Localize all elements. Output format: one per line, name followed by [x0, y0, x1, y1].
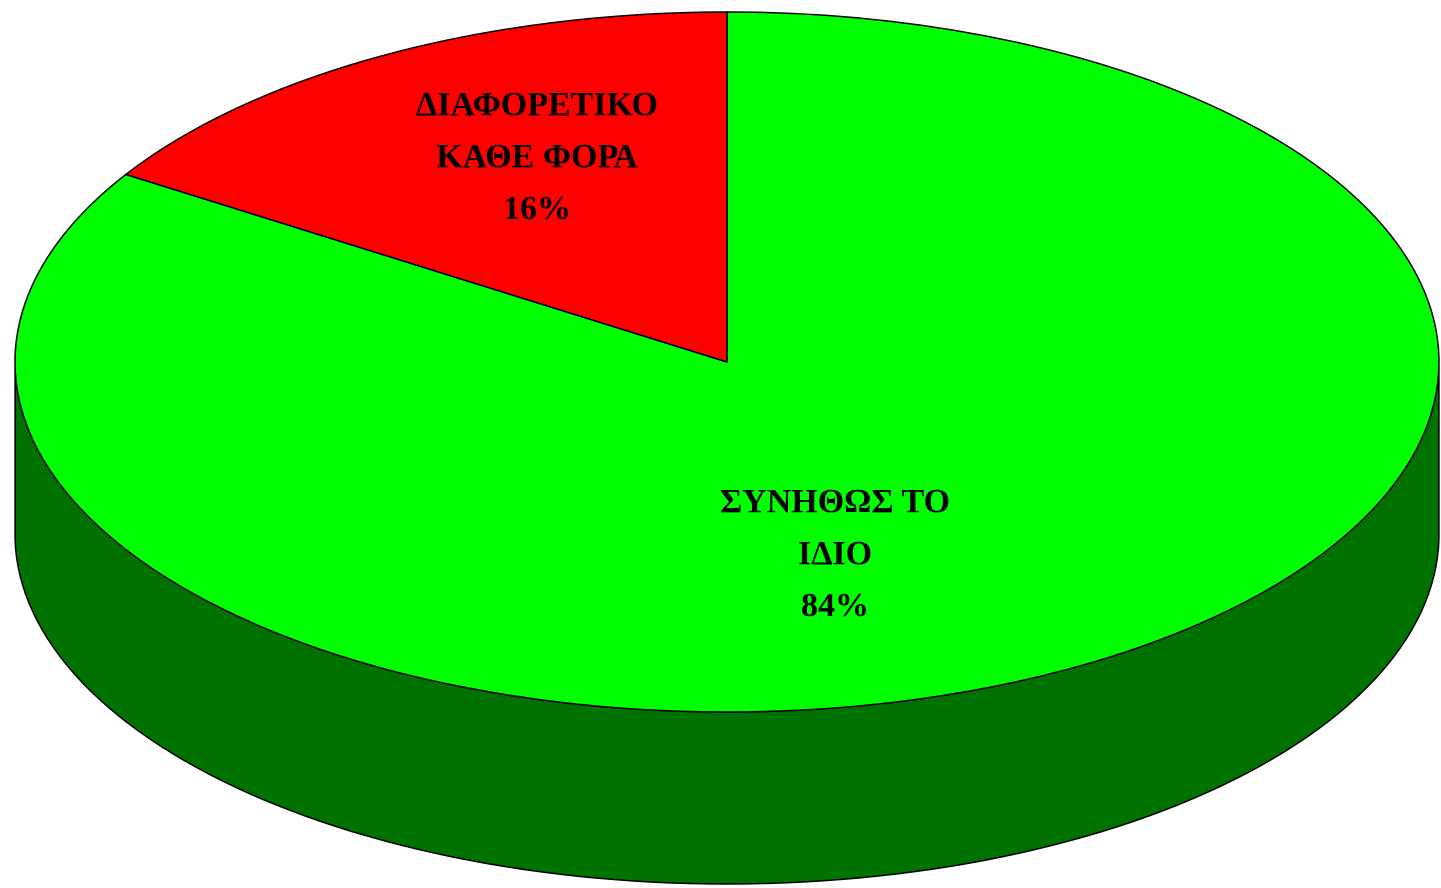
pie-slice-0 — [14, 11, 1440, 713]
pie-slices — [14, 11, 1440, 713]
slice-category-label-1: ΔΙΑΦΟΡΕΤΙΚΟ — [416, 86, 658, 123]
slice-category-label-0: ΣΥΝΗΘΩΣ ΤΟ — [720, 483, 950, 520]
slice-percent-label-1: 16% — [503, 190, 571, 227]
slice-category-label-1: ΚΑΘΕ ΦΟΡΑ — [436, 138, 638, 175]
pie-labels: ΣΥΝΗΘΩΣ ΤΟ ΙΔΙΟ 84% ΔΙΑΦΟΡΕΤΙΚΟ ΚΑΘΕ ΦΟΡΑ 16% — [416, 86, 950, 624]
slice-category-label-0: ΙΔΙΟ — [798, 535, 872, 572]
slice-percent-label-0: 84% — [801, 587, 869, 624]
pie-slice-1 — [124, 11, 728, 364]
